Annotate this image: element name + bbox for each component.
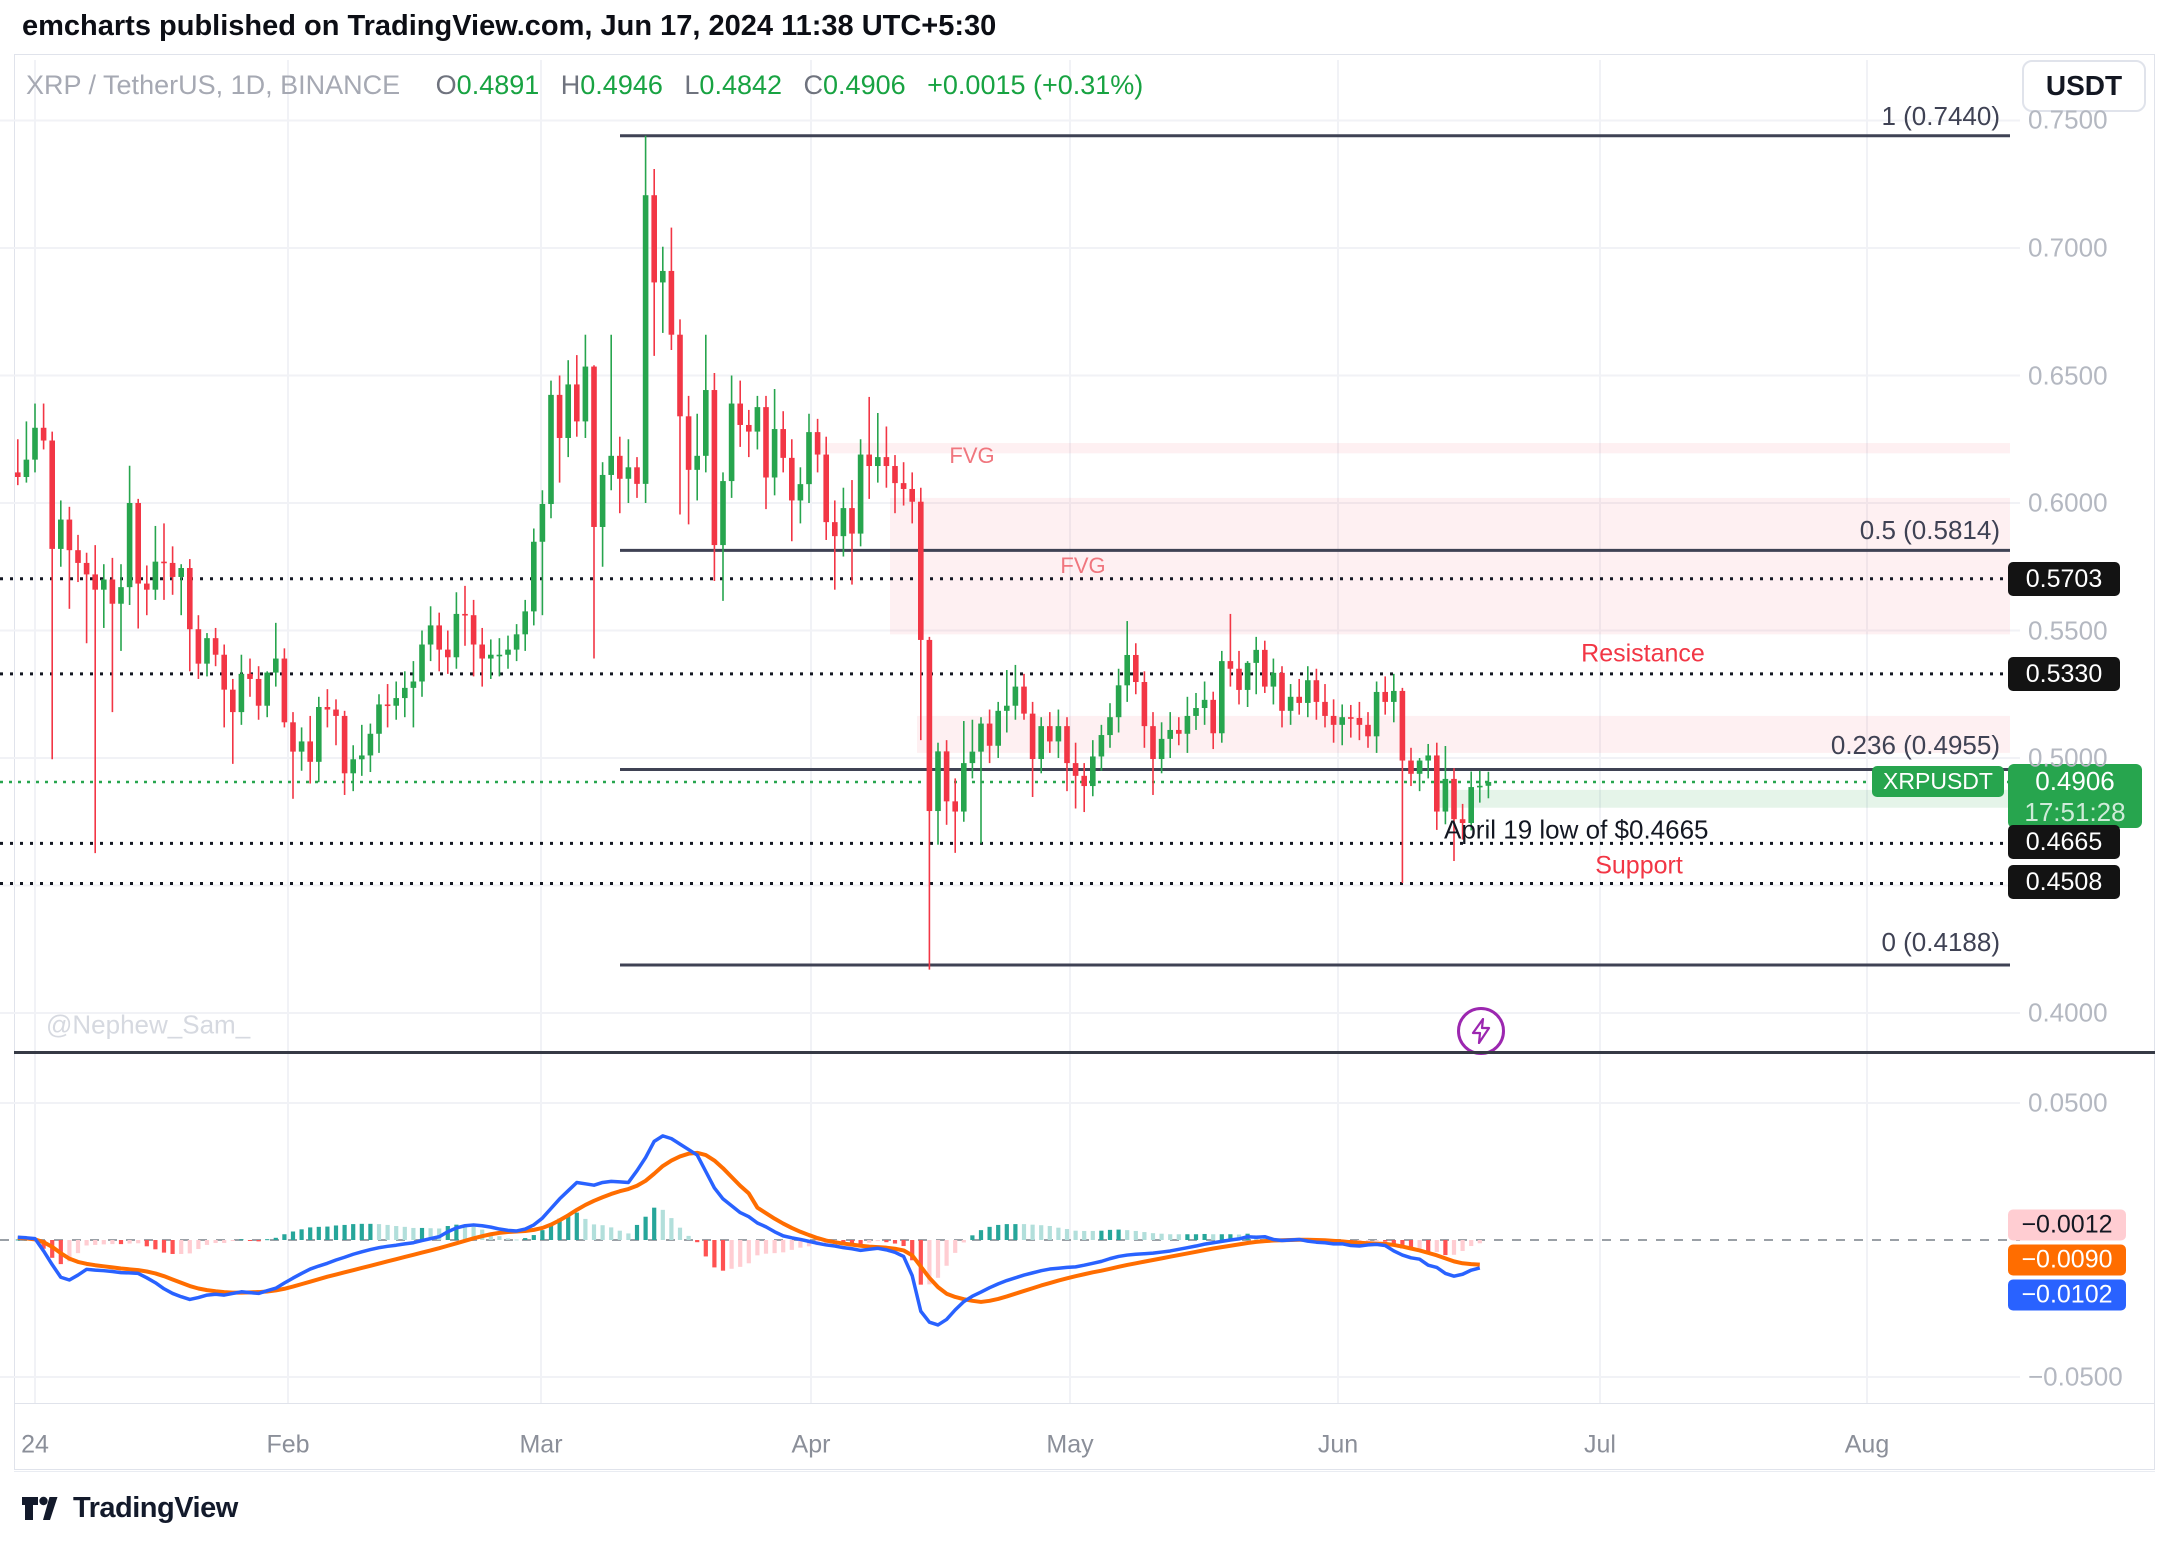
low-label: L [684, 70, 700, 100]
macd-value-badge: −0.0012 [2008, 1209, 2126, 1241]
price-axis-label: 0.7000 [2028, 232, 2108, 263]
price-axis-label: 0.6000 [2028, 487, 2108, 518]
fvg-label-upper: FVG [949, 443, 995, 468]
pane-separator[interactable] [14, 1051, 2155, 1054]
time-axis-month-label: Jun [1317, 1430, 1359, 1459]
fib-label-0: 0 (0.4188) [1881, 927, 2000, 957]
macd-value-badge: −0.0090 [2008, 1244, 2126, 1276]
countdown-timer: 17:51:28 [2024, 797, 2126, 827]
time-axis-month-label: Aug [1844, 1430, 1890, 1459]
fib-label-0236: 0.236 (0.4955) [1830, 730, 2000, 760]
price-level-badge: 0.4665 [2008, 825, 2120, 859]
price-axis-label: 0.4000 [2028, 997, 2108, 1028]
price-axis-label: 0.5500 [2028, 615, 2108, 646]
price-chart-pane[interactable] [0, 0, 2168, 1052]
high-label: H [560, 70, 581, 100]
tradingview-logo-text: TradingView [73, 1492, 238, 1524]
fib-label-05: 0.5 (0.5814) [1859, 515, 2000, 545]
time-axis-month-label: Jul [1584, 1430, 1616, 1459]
fib-label-1: 1 (0.7440) [1881, 101, 2000, 131]
april-low-annotation: April 19 low of $0.4665 [1444, 814, 1709, 845]
tradingview-logo-icon [22, 1496, 58, 1520]
open-value: 0.4891 [456, 70, 540, 100]
price-axis-label: 0.5000 [2028, 742, 2108, 773]
fvg-label-lower: FVG [1060, 553, 1106, 578]
symbol-title[interactable]: XRP / TetherUS, 1D, BINANCE [26, 70, 401, 100]
currency-toggle-button[interactable]: USDT [2022, 60, 2146, 112]
price-level-badge: 0.4508 [2008, 865, 2120, 899]
time-axis-month-label: Apr [791, 1430, 831, 1459]
author-watermark: @Nephew_Sam_ [46, 1009, 251, 1040]
support-label: Support [1595, 851, 1683, 880]
change-value: +0.0015 (+0.31%) [927, 70, 1144, 100]
close-label: C [803, 70, 824, 100]
last-symbol-tag[interactable]: XRPUSDT [1872, 766, 2004, 797]
last-price-value: 0.4906 [2035, 766, 2115, 796]
macd-indicator-pane[interactable] [0, 1054, 2168, 1403]
close-value: 0.4906 [823, 70, 906, 100]
time-axis-month-label: May [1046, 1430, 1094, 1459]
high-value: 0.4946 [580, 70, 663, 100]
price-level-badge: 0.5330 [2008, 657, 2120, 691]
time-axis-month-label: 24 [21, 1430, 49, 1459]
published-header: emcharts published on TradingView.com, J… [22, 10, 997, 42]
price-axis-label: 0.7500 [2028, 104, 2108, 135]
macd-axis-label: 0.0500 [2028, 1087, 2108, 1118]
resistance-label: Resistance [1581, 639, 1705, 668]
price-level-badge: 0.5703 [2008, 562, 2120, 596]
price-axis-label: 0.6500 [2028, 360, 2108, 391]
time-axis-month-label: Feb [266, 1430, 310, 1459]
lightning-icon [1471, 1018, 1491, 1044]
symbol-title-row: XRP / TetherUS, 1D, BINANCE O0.4891 H0.4… [26, 70, 1143, 101]
open-label: O [435, 70, 457, 100]
macd-axis-label: −0.0500 [2028, 1361, 2123, 1392]
low-value: 0.4842 [699, 70, 783, 100]
macd-value-badge: −0.0102 [2008, 1279, 2126, 1311]
flash-publish-button[interactable] [1457, 1007, 1505, 1055]
last-price-badge: 0.4906 17:51:28 [2008, 764, 2142, 828]
tradingview-logo-link[interactable]: TradingView [21, 1492, 238, 1525]
time-axis[interactable] [14, 1403, 2155, 1472]
time-axis-month-label: Mar [519, 1430, 563, 1459]
